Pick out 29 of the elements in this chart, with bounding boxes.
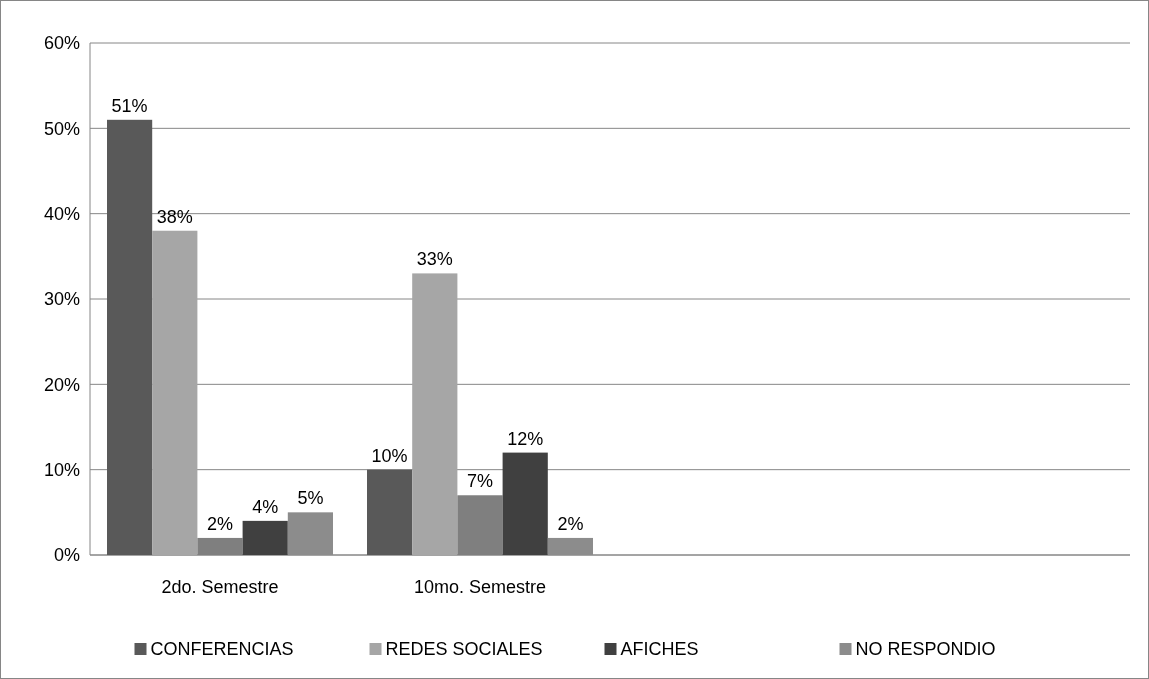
y-tick-label: 40% xyxy=(43,203,80,224)
y-tick-label: 0% xyxy=(53,545,80,566)
text: 7% xyxy=(466,471,494,492)
bar xyxy=(107,119,153,555)
text: 38% xyxy=(156,206,193,227)
bar xyxy=(367,469,413,555)
legend-label: REDES SOCIALES xyxy=(385,639,543,660)
text: 12% xyxy=(507,428,544,449)
y-tick-label: 30% xyxy=(43,289,80,310)
text: 10% xyxy=(371,445,408,466)
y-tick-label: 50% xyxy=(43,118,80,139)
bar xyxy=(152,230,198,555)
legend-label: CONFERENCIAS xyxy=(150,639,294,660)
bar xyxy=(242,520,288,555)
bar xyxy=(412,273,458,555)
text: 33% xyxy=(416,249,453,270)
text: 51% xyxy=(111,95,148,116)
text: 2% xyxy=(206,513,234,534)
text: 5% xyxy=(297,488,324,509)
x-tick-label: 2do. Semestre xyxy=(161,577,279,597)
legend-label: AFICHES xyxy=(620,639,699,660)
x-tick-label: 10mo. Semestre xyxy=(413,577,547,597)
bar xyxy=(502,452,548,555)
y-tick-label: 20% xyxy=(43,374,80,395)
y-tick-label: 60% xyxy=(43,33,80,54)
text: 4% xyxy=(252,496,279,517)
y-tick-label: 10% xyxy=(43,459,80,480)
text: 2% xyxy=(557,513,584,534)
legend-label: NO RESPONDIO xyxy=(855,639,996,660)
